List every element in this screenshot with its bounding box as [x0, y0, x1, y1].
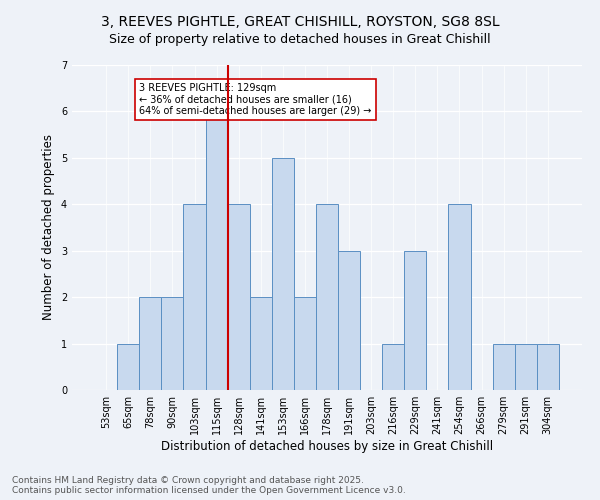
Bar — [294, 297, 316, 390]
Bar — [227, 204, 250, 390]
Text: 3 REEVES PIGHTLE: 129sqm
← 36% of detached houses are smaller (16)
64% of semi-d: 3 REEVES PIGHTLE: 129sqm ← 36% of detach… — [139, 82, 372, 116]
Bar — [382, 344, 404, 390]
Bar — [184, 204, 206, 390]
X-axis label: Distribution of detached houses by size in Great Chishill: Distribution of detached houses by size … — [161, 440, 493, 453]
Bar — [161, 297, 184, 390]
Bar — [537, 344, 559, 390]
Text: Size of property relative to detached houses in Great Chishill: Size of property relative to detached ho… — [109, 32, 491, 46]
Bar — [272, 158, 294, 390]
Bar — [316, 204, 338, 390]
Bar — [515, 344, 537, 390]
Bar — [493, 344, 515, 390]
Bar — [206, 112, 227, 390]
Bar — [338, 250, 360, 390]
Bar — [117, 344, 139, 390]
Bar — [139, 297, 161, 390]
Bar — [404, 250, 427, 390]
Bar — [250, 297, 272, 390]
Text: 3, REEVES PIGHTLE, GREAT CHISHILL, ROYSTON, SG8 8SL: 3, REEVES PIGHTLE, GREAT CHISHILL, ROYST… — [101, 15, 499, 29]
Y-axis label: Number of detached properties: Number of detached properties — [43, 134, 55, 320]
Bar — [448, 204, 470, 390]
Text: Contains HM Land Registry data © Crown copyright and database right 2025.
Contai: Contains HM Land Registry data © Crown c… — [12, 476, 406, 495]
